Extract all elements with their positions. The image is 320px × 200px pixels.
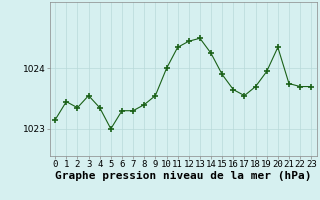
X-axis label: Graphe pression niveau de la mer (hPa): Graphe pression niveau de la mer (hPa): [55, 171, 311, 181]
